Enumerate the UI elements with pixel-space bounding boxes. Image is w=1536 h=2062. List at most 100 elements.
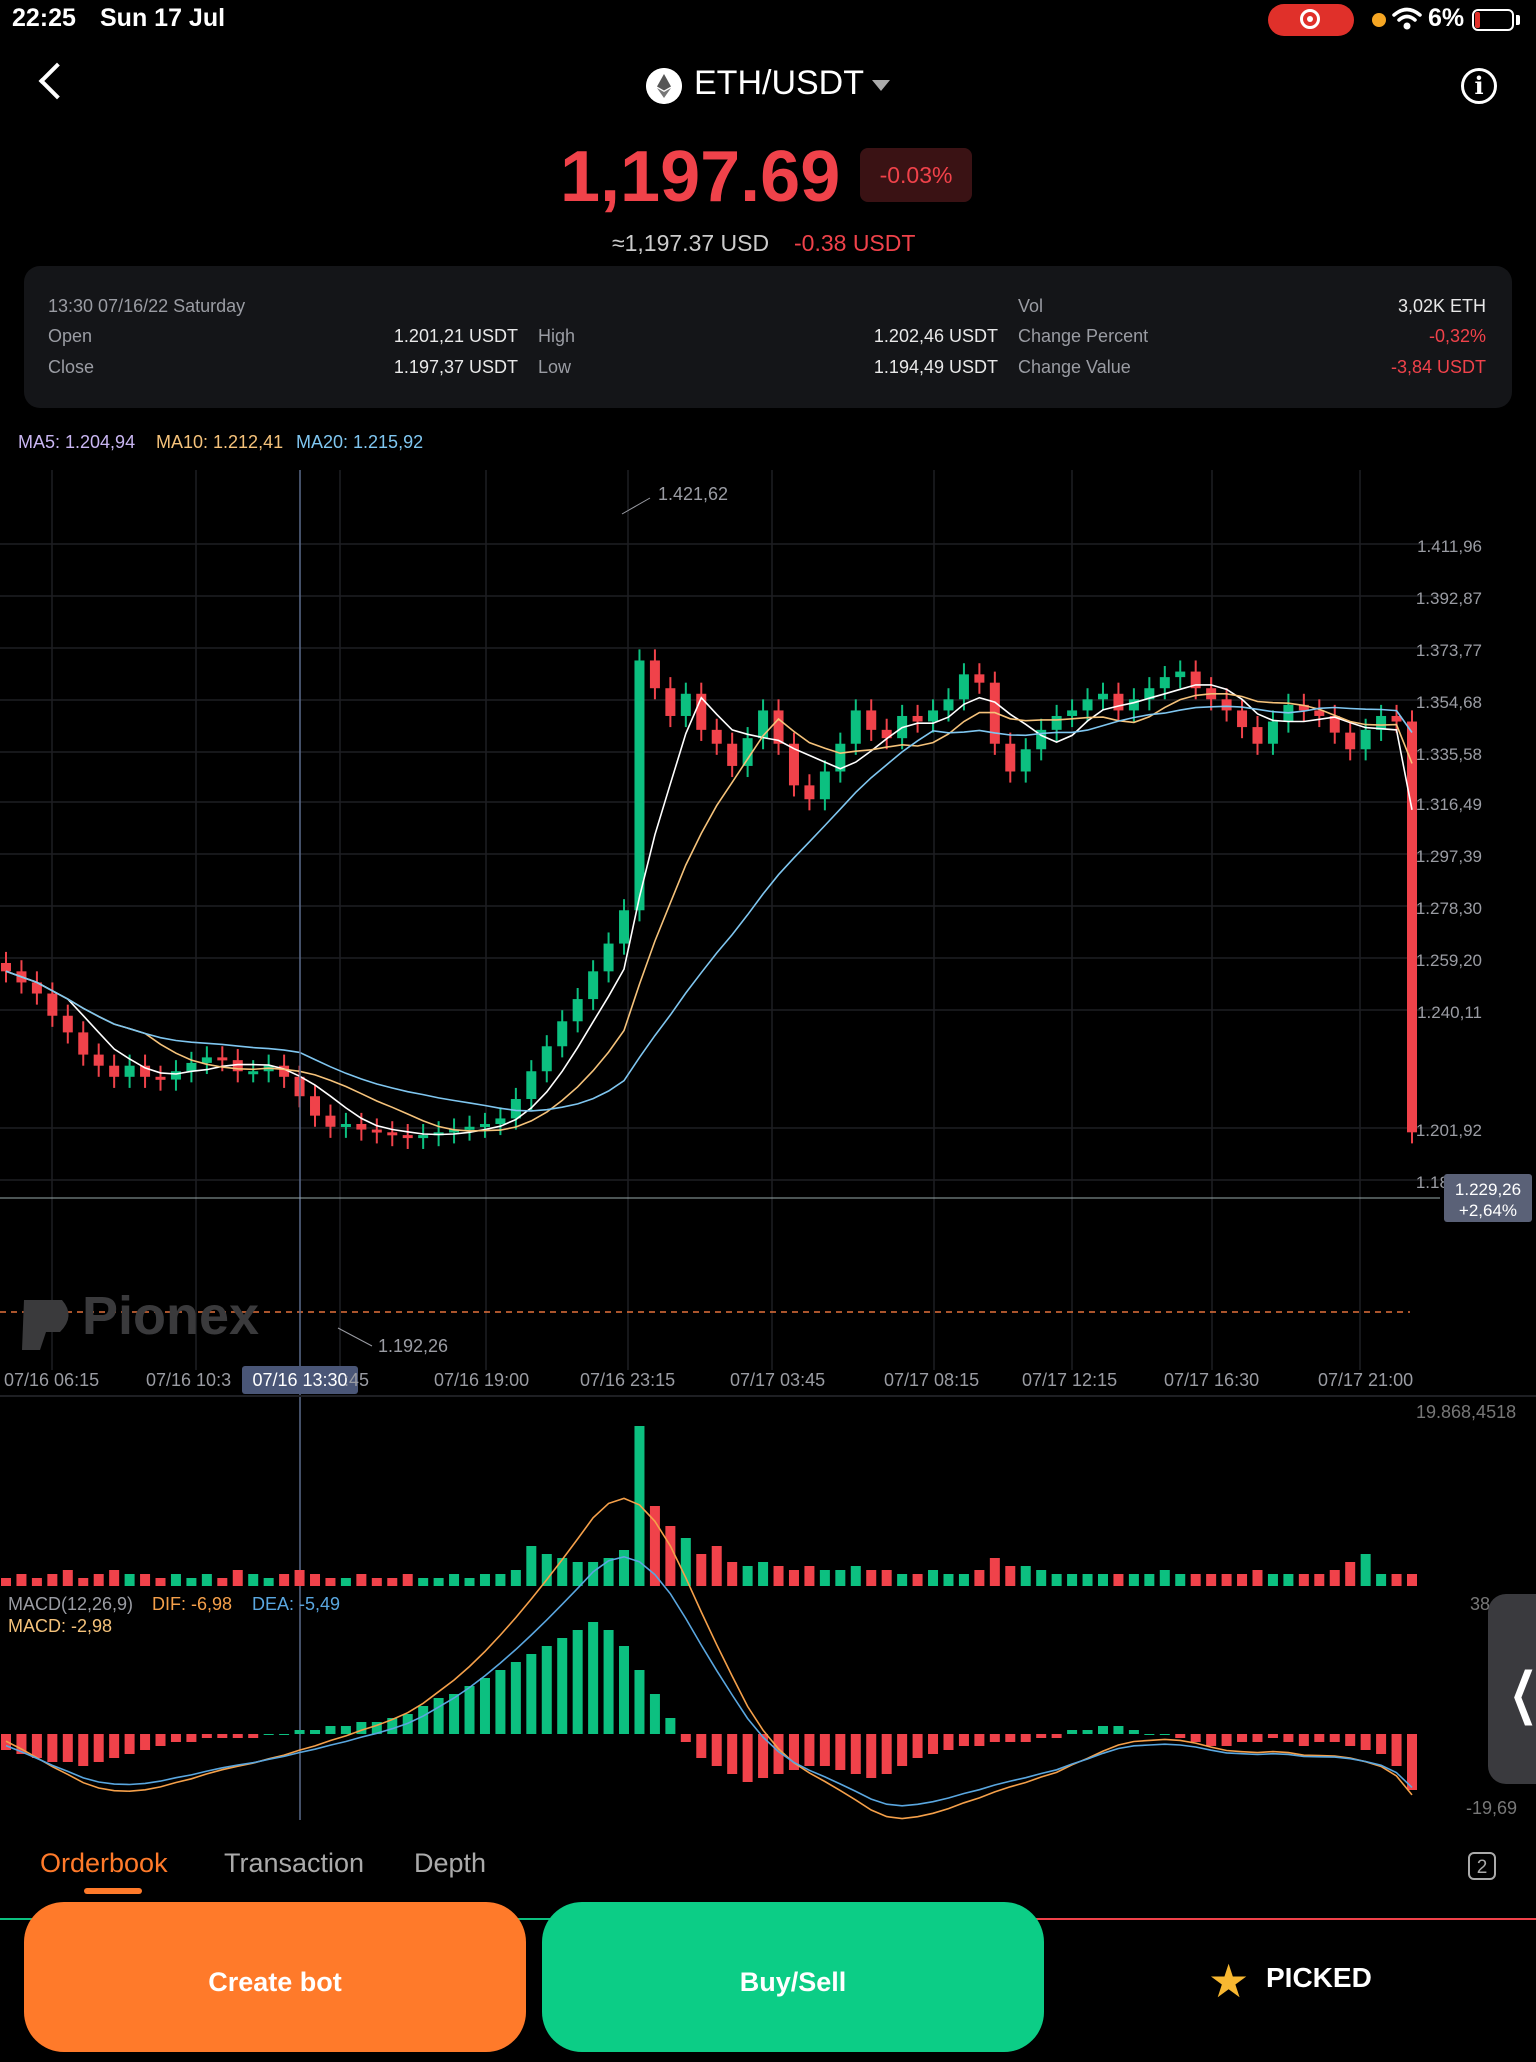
volume-bar	[1345, 1562, 1356, 1586]
pair-selector[interactable]: ETH/USDT	[694, 64, 864, 102]
macd-histogram-bar	[1252, 1734, 1263, 1742]
macd-histogram-bar	[1283, 1734, 1294, 1742]
eth-icon	[646, 68, 682, 104]
create-bot-button[interactable]: Create bot	[24, 1902, 526, 2052]
volume-bar	[495, 1574, 506, 1586]
macd-histogram-bar	[897, 1734, 908, 1766]
macd-histogram-bar	[1237, 1734, 1248, 1742]
volume-bar	[1067, 1574, 1078, 1586]
macd-histogram-bar	[619, 1646, 630, 1734]
volume-bar	[1252, 1570, 1263, 1586]
volume-bar	[649, 1506, 660, 1586]
volume-bar	[217, 1578, 228, 1586]
tab-orderbook[interactable]: Orderbook	[40, 1848, 168, 1878]
macd-histogram-bar	[387, 1718, 398, 1734]
price-chart[interactable]: 1.411,96 1.392,87 1.373,77 1.354,68 1.335,58…	[0, 470, 1536, 1820]
volume-bar	[788, 1570, 799, 1586]
tab-transaction[interactable]: Transaction	[224, 1848, 365, 1878]
record-icon	[1300, 9, 1320, 29]
macd-histogram-bar	[16, 1734, 27, 1754]
candle-body	[402, 1135, 413, 1139]
star-icon[interactable]: ★	[1208, 1955, 1250, 2007]
buy-sell-button[interactable]: Buy/Sell	[542, 1902, 1044, 2052]
volume-bar	[665, 1526, 676, 1586]
volume-bar	[248, 1574, 259, 1586]
candle-body	[371, 1129, 382, 1133]
chevron-left-icon[interactable]: ❮	[1509, 1661, 1536, 1724]
macd-histogram-bar	[47, 1734, 58, 1762]
volume-bar	[1020, 1566, 1031, 1586]
volume-bar	[109, 1570, 120, 1586]
macd-histogram-bar	[248, 1734, 259, 1738]
candle-body	[1067, 710, 1078, 716]
info-icon[interactable]: i	[1461, 68, 1497, 104]
battery-icon	[1472, 9, 1514, 31]
vol-value: 3,02K ETH	[1397, 296, 1486, 316]
macd-histogram-bar	[279, 1734, 290, 1735]
volume-bar	[1113, 1574, 1124, 1586]
macd-axis-top: 38	[1470, 1594, 1491, 1614]
macd-histogram-bar	[773, 1734, 784, 1774]
macd-histogram-bar	[928, 1734, 939, 1754]
ma20-label: MA20: 1.215,92	[296, 432, 424, 452]
macd-histogram-bar	[1005, 1734, 1016, 1742]
y-tick-label: 1.201,92	[1416, 1121, 1482, 1140]
macd-histogram-bar	[310, 1730, 321, 1734]
macd-histogram-bar	[989, 1734, 1000, 1742]
volume-bar	[402, 1574, 413, 1586]
x-tick-label: 07/17 16:30	[1164, 1370, 1259, 1390]
candle-body	[510, 1099, 521, 1119]
back-icon[interactable]	[38, 62, 76, 100]
side-panel-handle[interactable]	[1488, 1594, 1536, 1784]
macd-dea: DEA: -5,49	[252, 1594, 341, 1614]
volume-bar	[680, 1538, 691, 1586]
volume-bar	[371, 1578, 382, 1586]
macd-histogram-bar	[294, 1730, 305, 1734]
candle-body	[1082, 699, 1093, 711]
candle-body	[418, 1135, 429, 1139]
candle-body	[1128, 699, 1139, 711]
candle-body	[1267, 721, 1278, 744]
volume-bar	[603, 1558, 614, 1586]
candle-body	[804, 785, 815, 800]
status-date: Sun 17 Jul	[100, 4, 226, 32]
candle-body	[958, 674, 969, 700]
candle-body	[155, 1076, 166, 1080]
candle-body	[526, 1071, 537, 1100]
macd-histogram-bar	[835, 1734, 846, 1770]
candle-body	[1190, 671, 1201, 689]
macd-histogram-bar	[140, 1734, 151, 1750]
volume-bar	[1175, 1574, 1186, 1586]
macd-histogram-bar	[155, 1734, 166, 1746]
caret-down-icon[interactable]	[872, 80, 890, 91]
volume-bar	[1, 1578, 11, 1586]
candle-body	[974, 674, 985, 683]
candle-body	[31, 982, 42, 994]
macd-histogram-bar	[850, 1734, 861, 1774]
macd-histogram-bar	[804, 1734, 815, 1766]
macd-histogram-bar	[680, 1734, 691, 1742]
candle-body	[1, 963, 11, 972]
volume-bar	[510, 1570, 521, 1586]
y-tick-label: 1.278,30	[1416, 899, 1482, 918]
candle-body	[1221, 699, 1232, 711]
crosshair-price-box	[1444, 1174, 1532, 1222]
candle-body	[835, 743, 846, 772]
macd-histogram-bar	[788, 1734, 799, 1770]
macd-histogram-bar	[93, 1734, 104, 1762]
volume-bar	[387, 1578, 398, 1586]
volume-bar	[1407, 1574, 1417, 1586]
macd-histogram-bar	[526, 1654, 537, 1734]
macd-histogram-bar	[186, 1734, 197, 1742]
volume-bar	[1097, 1574, 1108, 1586]
volume-bar	[1360, 1554, 1371, 1586]
picked-button[interactable]: PICKED	[1266, 1962, 1372, 1993]
candle-body	[727, 743, 738, 766]
count-badge[interactable]: 2	[1468, 1852, 1496, 1880]
candle-body	[248, 1071, 259, 1075]
tab-depth[interactable]: Depth	[414, 1848, 487, 1878]
close-label: Close	[48, 357, 95, 377]
mic-indicator-dot	[1372, 13, 1386, 27]
macd-histogram-bar	[943, 1734, 954, 1750]
macd-histogram-bar	[1020, 1734, 1031, 1742]
